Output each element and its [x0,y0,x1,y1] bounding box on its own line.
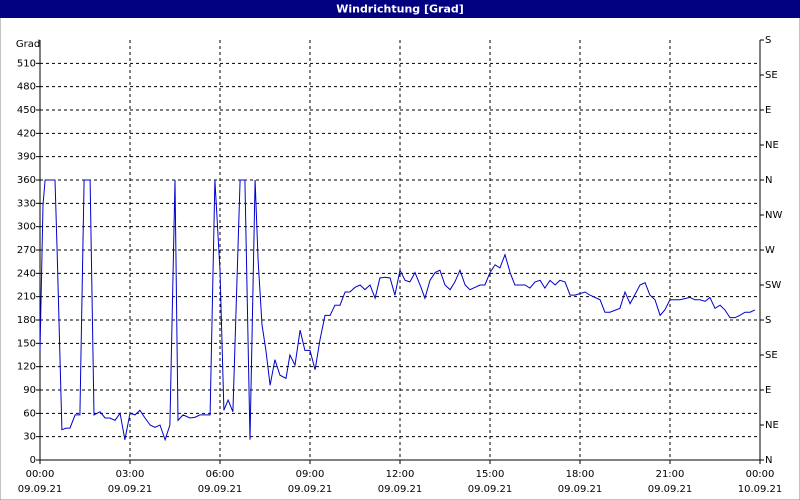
y-tick-label: 30 [23,432,36,443]
y2-tick-label: NE [765,420,779,431]
y-tick-label: 0 [30,455,36,466]
x-tick-label: 03:00 [116,469,145,480]
y2-tick-label: N [765,455,772,466]
x-tick-label: 00:00 [26,469,55,480]
y2-tick-label: SE [765,70,778,81]
x-tick-date: 09.09.21 [468,484,513,495]
y-tick-label: 330 [17,198,36,209]
x-tick-date: 09.09.21 [378,484,423,495]
x-tick-date: 09.09.21 [198,484,243,495]
x-tick-date: 09.09.21 [18,484,63,495]
x-tick-label: 15:00 [476,469,505,480]
x-tick-date: 09.09.21 [288,484,333,495]
y2-tick-label: NE [765,140,779,151]
x-tick-date: 09.09.21 [558,484,603,495]
x-tick-label: 06:00 [206,469,235,480]
y-tick-label: 270 [17,245,36,256]
y-tick-label: 510 [17,58,36,69]
x-tick-label: 09:00 [296,469,325,480]
y-tick-label: 60 [23,408,36,419]
y2-tick-label: S [765,315,771,326]
y2-tick-label: SE [765,350,778,361]
y-tick-label: 450 [17,105,36,116]
y-tick-label: 300 [17,222,36,233]
y2-tick-label: N [765,175,772,186]
y-tick-label: 150 [17,338,36,349]
y2-tick-label: E [765,385,771,396]
chart-title: Windrichtung [Grad] [336,3,464,16]
y2-tick-label: NW [765,210,782,221]
x-tick-label: 00:00 [746,469,775,480]
x-tick-date: 10.09.21 [738,484,783,495]
y-tick-label: 120 [17,362,36,373]
y-tick-label: 390 [17,152,36,163]
y-tick-label: 210 [17,292,36,303]
y-tick-label: 90 [23,385,36,396]
y-axis-label: Grad [16,39,40,50]
y2-tick-label: W [765,245,775,256]
data-line [39,179,756,442]
y2-tick-label: SW [765,280,781,291]
y-tick-label: 360 [17,175,36,186]
x-tick-label: 12:00 [386,469,415,480]
x-tick-label: 21:00 [656,469,685,480]
y-tick-label: 480 [17,82,36,93]
y-tick-label: 420 [17,128,36,139]
y2-tick-label: E [765,105,771,116]
y2-tick-label: S [765,35,771,46]
y-tick-label: 180 [17,315,36,326]
x-tick-date: 09.09.21 [648,484,693,495]
x-tick-label: 18:00 [566,469,595,480]
x-tick-date: 09.09.21 [108,484,153,495]
y-tick-label: 240 [17,268,36,279]
title-bar [0,0,800,18]
